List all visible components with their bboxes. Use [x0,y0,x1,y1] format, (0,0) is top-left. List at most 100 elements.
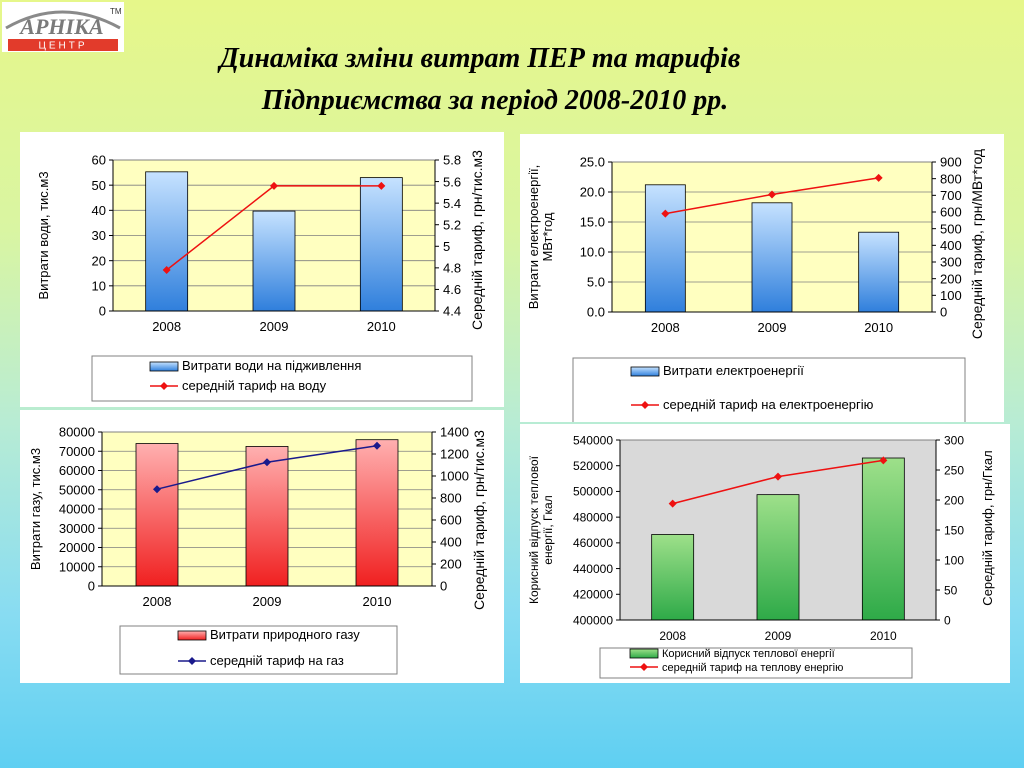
x-tick-label: 2009 [260,319,289,334]
y2-tick-label: 1400 [440,425,469,440]
y-axis-title: енергії, Гкал [541,495,555,564]
bar-2008 [145,171,189,312]
heat-chart-panel: 400000 420000 440000 460000 480000 500000 5200… [520,424,1010,683]
bar-2010 [359,177,403,312]
tariff-point-2009 [263,458,271,467]
y-tick-label: 5.0 [587,275,605,290]
y-tick-label: 30000 [59,521,95,536]
legend-bar-swatch [629,648,659,659]
y2-tick-label: 0 [440,579,447,594]
y-tick-label: 10 [92,279,106,294]
y-axis-title: Корисний відпуск теплової [527,455,541,604]
logo-graphic: АРНІКА ТМ ЦЕНТР [5,7,122,52]
x-tick-label: 2010 [864,320,893,335]
y-tick-label: 10000 [59,559,95,574]
x-tick-label: 2008 [152,319,181,334]
y2-axis-title: Середній тариф, грн/Гкал [980,450,995,605]
y-axis-title: Витрати води, тис.м3 [36,171,51,299]
legend-bar-label: Корисний відпуск теплової енергії [662,648,835,660]
y2-tick-label: 1000 [440,469,469,484]
legend-line-label: середній тариф на газ [210,653,344,668]
x-tick-label: 2010 [363,594,392,609]
y2-tick-label: 600 [440,513,462,528]
y-tick-label: 15.0 [580,215,605,230]
y-axis-title: Витрати електроенергії, [526,165,541,309]
tariff-point-2010 [879,456,888,465]
bar-2009 [252,210,296,312]
tariff-point-2010 [373,441,381,450]
legend-box [599,647,913,679]
y-tick-label: 540000 [573,433,613,447]
bar-2008 [135,443,179,587]
tariff-point-2008 [153,485,161,494]
y-tick-label: 20.0 [580,185,605,200]
slide-title-line2: Підприємства за період 2008-2010 рр. [261,85,729,116]
y2-tick-label: 700 [940,188,962,203]
logo-tm: ТМ [110,7,122,16]
y2-tick-label: 5.8 [443,153,461,168]
y-tick-label: 70000 [59,444,95,459]
y-tick-label: 460000 [573,536,613,550]
y2-tick-label: 4.4 [443,304,461,319]
y-tick-label: 60000 [59,463,95,478]
slide-title-line1: Динаміка зміни витрат ПЕР та тарифів [219,43,741,74]
y2-tick-label: 1200 [440,447,469,462]
electricity-chart-panel: 0.0 5.0 10.0 15.0 20.0 25.0 0 100 200 300 400 500 60… [520,134,1004,422]
logo-arc [5,10,121,30]
y-tick-label: 0 [88,579,95,594]
y-tick-label: 520000 [573,459,613,473]
legend-bar-swatch [630,366,660,377]
bar-2009 [756,494,800,621]
legend-box [119,625,398,675]
y-tick-label: 0 [99,304,106,319]
tariff-point-2010 [874,173,883,182]
y2-tick-label: 5.2 [443,217,461,232]
y-tick-label: 400000 [573,613,613,627]
legend-line-label: середній тариф на воду [182,378,327,393]
y-tick-label: 10.0 [580,245,605,260]
y2-tick-label: 100 [944,553,964,567]
y-tick-label: 40 [92,203,106,218]
y2-tick-label: 4.6 [443,282,461,297]
slide-title: Динаміка зміни витрат ПЕР та тарифів Під… [0,38,960,122]
y2-tick-label: 300 [940,255,962,270]
tariff-point-2009 [270,181,278,190]
y2-tick-label: 150 [944,523,964,537]
bar-2009 [751,202,793,313]
y-tick-label: 500000 [573,485,613,499]
y2-axis-title: Середній тариф, грн/тис.м3 [471,430,487,610]
y2-tick-label: 400 [440,535,462,550]
y-tick-label: 50 [92,178,106,193]
y2-tick-label: 5.4 [443,196,461,211]
y2-tick-label: 5.6 [443,174,461,189]
logo-wordmark: АРНІКА [18,14,103,39]
legend-box [91,355,473,402]
y-tick-label: 0.0 [587,305,605,320]
y-tick-label: 30 [92,228,106,243]
logo-band [8,39,118,51]
heat-chart: 400000 420000 440000 460000 480000 500000 5200… [527,433,995,679]
legend-bar-swatch [177,630,207,641]
water-chart: 0 10 20 30 40 50 60 4.4 4.6 4.8 5 5.2 5.4 5.6 5.8 2008 2… [36,150,485,402]
y2-tick-label: 4.8 [443,261,461,276]
tariff-point-2008 [668,499,677,508]
y2-tick-label: 5 [443,239,450,254]
x-tick-label: 2008 [143,594,172,609]
bar-2010 [355,439,399,587]
legend-line-marker [641,401,649,409]
y-tick-label: 20 [92,253,106,268]
arnika-logo: АРНІКА ТМ ЦЕНТР [2,2,124,52]
gas-chart: 0100002000030000400005000060000700008000… [28,425,487,675]
x-tick-label: 2008 [651,320,680,335]
tariff-point-2008 [661,209,670,218]
y-axis-title: Витрати газу, тис.м3 [28,448,43,570]
y2-tick-label: 900 [940,155,962,170]
y2-tick-label: 250 [944,463,964,477]
y2-tick-label: 500 [940,221,962,236]
y-tick-label: 25.0 [580,155,605,170]
y2-tick-label: 0 [940,305,947,320]
y2-tick-label: 400 [940,238,962,253]
y2-tick-label: 50 [944,583,958,597]
y-tick-label: 50000 [59,482,95,497]
